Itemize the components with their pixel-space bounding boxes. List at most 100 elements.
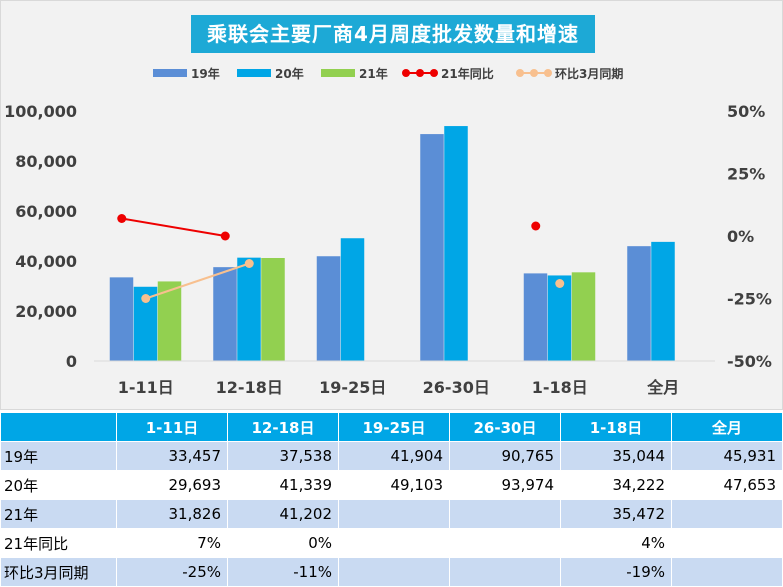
point-mom	[555, 279, 565, 288]
x-tick-label: 19-25日	[319, 378, 386, 397]
table-cell: 45,931	[671, 441, 783, 471]
row-label: 20年	[0, 470, 117, 500]
table-cell: 49,103	[338, 470, 450, 500]
table-row: 20年 29,693 41,339 49,103 93,974 34,222 4…	[0, 470, 783, 500]
table-cell	[338, 557, 450, 587]
table-cell: 0%	[227, 528, 339, 558]
legend-label-mom: 环比3月同期	[555, 66, 623, 81]
legend-marker-mom	[516, 69, 524, 77]
y-tick-label: 80,000	[15, 152, 77, 171]
legend-label-s20: 20年	[275, 66, 304, 81]
point-mom	[141, 294, 151, 303]
table-header-row: 1-11日 12-18日 19-25日 26-30日 1-18日 全月	[0, 412, 783, 442]
y-tick-label: 0	[66, 352, 77, 371]
bar-s20	[651, 241, 675, 361]
table-header-cell: 1-18日	[560, 412, 672, 442]
y2-tick-label: 0%	[727, 227, 754, 246]
chart-panel: 乘联会主要厂商4月周度批发数量和增速 19年 20年 21年 21年同比 环比3月同期 0…	[0, 0, 783, 410]
y-tick-label: 100,000	[4, 102, 77, 121]
point-mom	[244, 259, 254, 268]
table-cell: 90,765	[449, 441, 561, 471]
bar-s20	[547, 275, 572, 361]
point-yoy	[531, 221, 541, 231]
bar-s19	[523, 273, 548, 361]
data-table: 1-11日 12-18日 19-25日 26-30日 1-18日 全月 19年 …	[0, 412, 783, 587]
bar-s20	[133, 286, 158, 361]
y2-tick-label: 25%	[727, 165, 765, 184]
table-cell: -19%	[560, 557, 672, 587]
table-header-corner	[0, 412, 117, 442]
table-cell: 37,538	[227, 441, 339, 471]
table-row: 21年 31,826 41,202 35,472	[0, 499, 783, 529]
table-cell: -25%	[116, 557, 228, 587]
table-cell: 31,826	[116, 499, 228, 529]
table-cell	[671, 557, 783, 587]
legend-label-yoy: 21年同比	[441, 66, 494, 81]
table-cell: 41,202	[227, 499, 339, 529]
bar-s20	[340, 238, 365, 361]
row-label: 环比3月同期	[0, 557, 117, 587]
legend-marker-yoy	[402, 69, 410, 77]
table-row: 环比3月同期 -25% -11% -19%	[0, 557, 783, 587]
table-cell	[449, 528, 561, 558]
row-label: 21年同比	[0, 528, 117, 558]
x-tick-label: 26-30日	[423, 378, 490, 397]
x-tick-label: 1-11日	[118, 378, 174, 397]
y2-tick-label: -25%	[727, 290, 772, 309]
combo-chart: 19年 20年 21年 21年同比 环比3月同期 0 20,000 40,000 60,000 8…	[4, 66, 772, 397]
bar-s19	[420, 134, 444, 361]
row-label: 21年	[0, 499, 117, 529]
table-cell	[671, 499, 783, 529]
bar-s19	[109, 277, 134, 361]
table-cell: 4%	[560, 528, 672, 558]
table-row: 21年同比 7% 0% 4%	[0, 528, 783, 558]
bar-s21	[571, 272, 596, 361]
table-header-cell: 12-18日	[227, 412, 339, 442]
y2-tick-label: 50%	[727, 102, 765, 121]
bar-s20	[444, 126, 468, 361]
legend-marker-mom	[544, 69, 552, 77]
table-header-cell: 19-25日	[338, 412, 450, 442]
bar-s19	[213, 267, 237, 361]
bar-s21	[157, 281, 182, 361]
point-yoy	[117, 214, 127, 223]
table-cell	[338, 528, 450, 558]
series-line-yoy	[121, 217, 226, 237]
x-tick-label: 1-18日	[532, 378, 588, 397]
y-tick-label: 20,000	[15, 302, 77, 321]
table-cell: 35,044	[560, 441, 672, 471]
series-line-mom	[145, 262, 250, 300]
legend-swatch-s21	[321, 69, 355, 77]
table-header-cell: 全月	[671, 412, 783, 442]
legend-marker-yoy	[416, 69, 424, 77]
table-cell: 93,974	[449, 470, 561, 500]
table-cell: 33,457	[116, 441, 228, 471]
table-header-cell: 1-11日	[116, 412, 228, 442]
legend-marker-yoy	[430, 69, 438, 77]
legend-swatch-s20	[237, 69, 271, 77]
y-tick-label: 60,000	[15, 202, 77, 221]
bar-s19	[627, 246, 651, 361]
table-cell: -11%	[227, 557, 339, 587]
legend-marker-mom	[530, 69, 538, 77]
table-cell	[449, 557, 561, 587]
table-cell: 47,653	[671, 470, 783, 500]
table-header-cell: 26-30日	[449, 412, 561, 442]
y-tick-label: 40,000	[15, 252, 77, 271]
chart-title: 乘联会主要厂商4月周度批发数量和增速	[191, 15, 595, 53]
bar-s20	[237, 257, 261, 361]
table-cell: 7%	[116, 528, 228, 558]
y2-tick-label: -50%	[727, 352, 772, 371]
legend-label-s19: 19年	[191, 66, 220, 81]
x-tick-label: 12-18日	[216, 378, 283, 397]
table-cell: 35,472	[560, 499, 672, 529]
bar-s19	[316, 256, 341, 361]
table-cell	[449, 499, 561, 529]
bar-s21	[261, 257, 285, 361]
table-cell: 34,222	[560, 470, 672, 500]
row-label: 19年	[0, 441, 117, 471]
table-cell: 41,339	[227, 470, 339, 500]
point-yoy	[220, 231, 230, 241]
table-cell: 29,693	[116, 470, 228, 500]
